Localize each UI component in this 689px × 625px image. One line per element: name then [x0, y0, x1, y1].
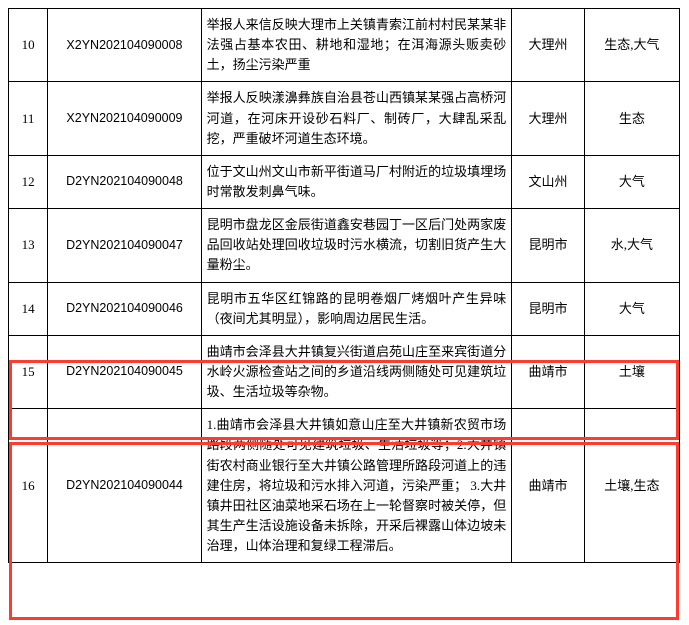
cell-city: 昆明市 — [512, 282, 584, 335]
table-container: 10 X2YN202104090008 举报人来信反映大理市上关镇青索江前村村民… — [8, 8, 680, 563]
cell-idx: 14 — [9, 282, 48, 335]
table-row: 13 D2YN202104090047 昆明市盘龙区金辰街道鑫安巷园丁一区后门处… — [9, 209, 680, 282]
cell-cat: 水,大气 — [584, 209, 679, 282]
cell-idx: 12 — [9, 155, 48, 208]
cell-city: 文山州 — [512, 155, 584, 208]
cell-code: X2YN202104090008 — [48, 9, 201, 82]
cell-desc: 1.曲靖市会泽县大井镇如意山庄至大井镇新农贸市场路段两侧随处可见建筑垃圾、生活垃… — [201, 409, 512, 563]
cell-city: 曲靖市 — [512, 335, 584, 408]
table-body: 10 X2YN202104090008 举报人来信反映大理市上关镇青索江前村村民… — [9, 9, 680, 563]
table-row: 12 D2YN202104090048 位于文山州文山市新平街道马厂村附近的垃圾… — [9, 155, 680, 208]
cell-desc: 昆明市盘龙区金辰街道鑫安巷园丁一区后门处两家废品回收站处理回收垃圾时污水横流，切… — [201, 209, 512, 282]
cell-city: 大理州 — [512, 9, 584, 82]
cell-city: 曲靖市 — [512, 409, 584, 563]
complaint-table: 10 X2YN202104090008 举报人来信反映大理市上关镇青索江前村村民… — [8, 8, 680, 563]
cell-city: 大理州 — [512, 82, 584, 155]
cell-desc: 曲靖市会泽县大井镇复兴街道启苑山庄至来宾街道分水岭火源检查站之间的乡道沿线两侧随… — [201, 335, 512, 408]
cell-idx: 10 — [9, 9, 48, 82]
cell-idx: 13 — [9, 209, 48, 282]
cell-cat: 土壤 — [584, 335, 679, 408]
cell-cat: 大气 — [584, 282, 679, 335]
cell-code: D2YN202104090046 — [48, 282, 201, 335]
cell-desc: 位于文山州文山市新平街道马厂村附近的垃圾填埋场时常散发刺鼻气味。 — [201, 155, 512, 208]
cell-code: D2YN202104090048 — [48, 155, 201, 208]
cell-city: 昆明市 — [512, 209, 584, 282]
cell-desc: 昆明市五华区红锦路的昆明卷烟厂烤烟叶产生异味（夜间尤其明显），影响周边居民生活。 — [201, 282, 512, 335]
table-row: 14 D2YN202104090046 昆明市五华区红锦路的昆明卷烟厂烤烟叶产生… — [9, 282, 680, 335]
cell-idx: 16 — [9, 409, 48, 563]
table-row: 16 D2YN202104090044 1.曲靖市会泽县大井镇如意山庄至大井镇新… — [9, 409, 680, 563]
cell-code: X2YN202104090009 — [48, 82, 201, 155]
cell-idx: 11 — [9, 82, 48, 155]
table-row: 15 D2YN202104090045 曲靖市会泽县大井镇复兴街道启苑山庄至来宾… — [9, 335, 680, 408]
cell-code: D2YN202104090044 — [48, 409, 201, 563]
cell-cat: 生态,大气 — [584, 9, 679, 82]
cell-cat: 大气 — [584, 155, 679, 208]
cell-idx: 15 — [9, 335, 48, 408]
cell-cat: 生态 — [584, 82, 679, 155]
cell-code: D2YN202104090047 — [48, 209, 201, 282]
cell-desc: 举报人反映漾濞彝族自治县苍山西镇某某强占高桥河河道，在河床开设砂石料厂、制砖厂，… — [201, 82, 512, 155]
table-row: 10 X2YN202104090008 举报人来信反映大理市上关镇青索江前村村民… — [9, 9, 680, 82]
cell-code: D2YN202104090045 — [48, 335, 201, 408]
cell-cat: 土壤,生态 — [584, 409, 679, 563]
cell-desc: 举报人来信反映大理市上关镇青索江前村村民某某非法强占基本农田、耕地和湿地；在洱海… — [201, 9, 512, 82]
table-row: 11 X2YN202104090009 举报人反映漾濞彝族自治县苍山西镇某某强占… — [9, 82, 680, 155]
